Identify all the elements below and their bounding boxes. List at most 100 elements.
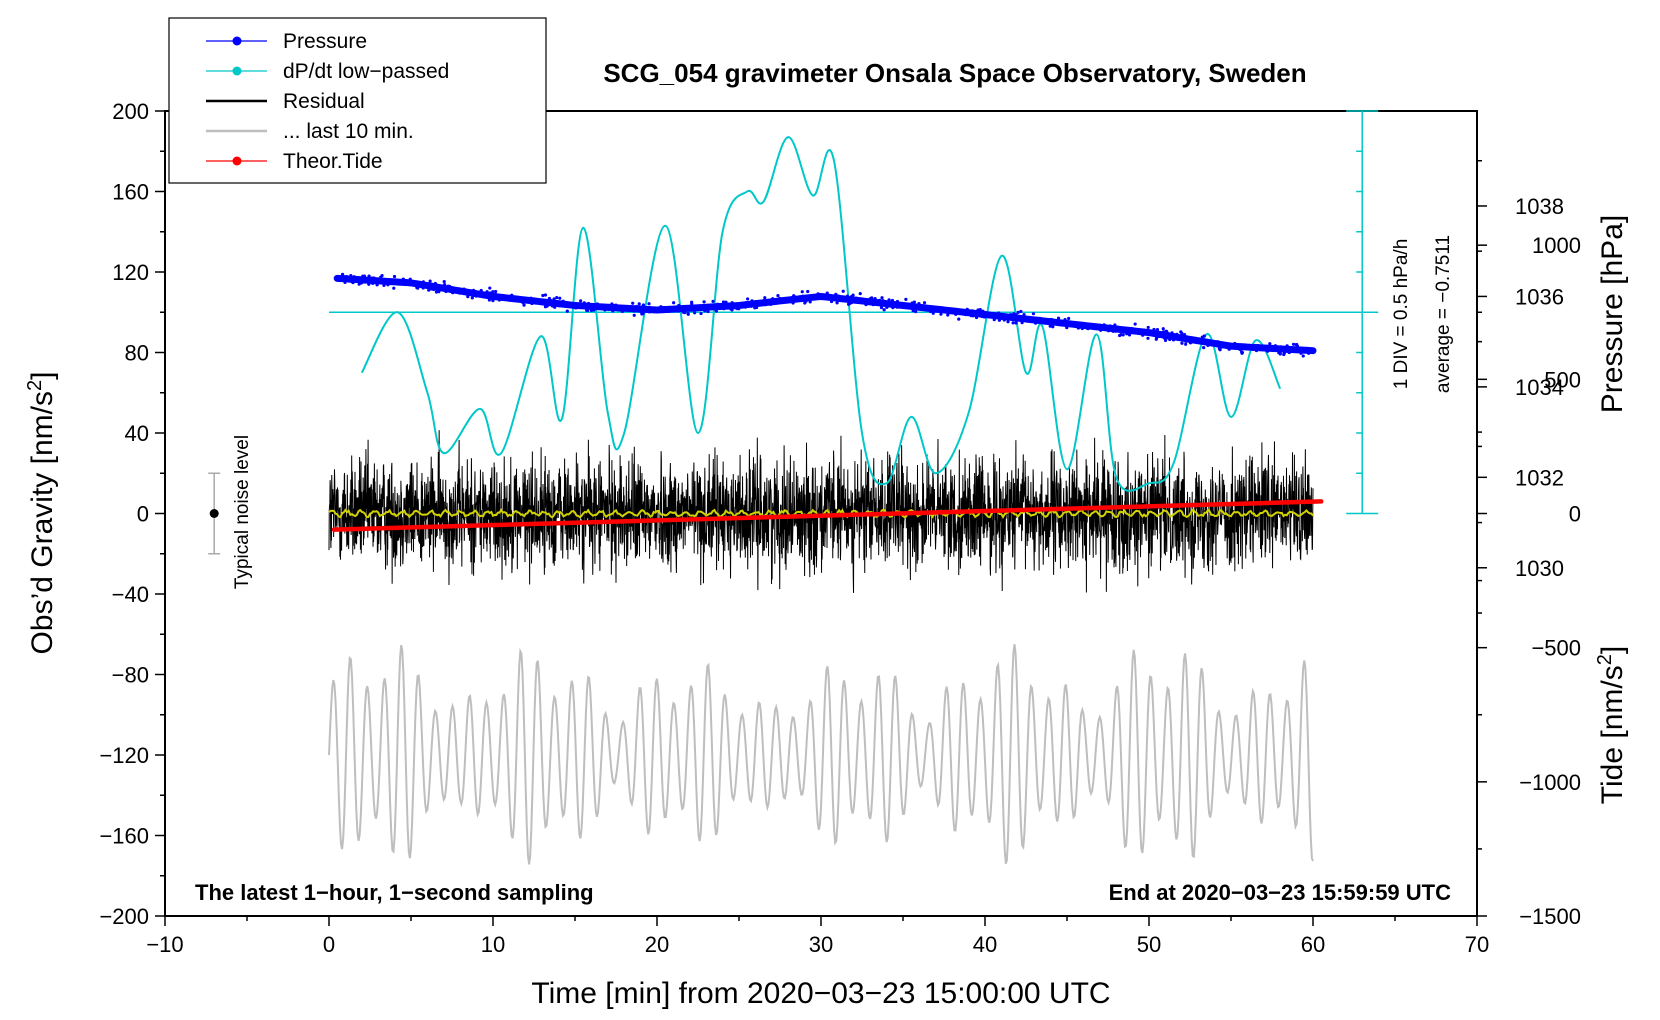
pressure-point — [1124, 328, 1128, 332]
pressure-point — [928, 309, 933, 314]
pressure-point — [466, 295, 470, 299]
pressure-point — [891, 302, 895, 306]
pressure-point — [721, 300, 726, 304]
pressure-point — [480, 292, 485, 296]
pressure-point — [442, 279, 446, 284]
pressure-point — [1063, 318, 1067, 322]
pressure-point — [390, 281, 394, 285]
noise-level-label: Typical noise level — [232, 435, 253, 589]
y-tick-label: −40 — [112, 582, 149, 607]
pressure-point — [1175, 332, 1179, 336]
theor-tide-line — [331, 499, 1324, 532]
pressure-point — [1065, 324, 1069, 328]
pressure-point — [625, 305, 629, 309]
pressure-point — [880, 296, 884, 300]
y-tick-label: 200 — [112, 99, 149, 124]
pressure-point — [491, 290, 495, 294]
pressure-point — [891, 305, 895, 309]
pressure-point — [1146, 336, 1150, 340]
pressure-point — [730, 308, 734, 312]
pressure-point — [911, 308, 915, 313]
pressure-point — [851, 293, 855, 297]
pressure-point — [791, 301, 795, 305]
pressure-point — [845, 294, 850, 298]
pressure-point — [1161, 327, 1165, 331]
pressure-point — [904, 297, 908, 301]
pressure-tick-label: 1034 — [1515, 375, 1564, 400]
pressure-point — [565, 309, 569, 313]
pressure-point — [895, 299, 900, 304]
pressure-point — [637, 306, 642, 310]
pressure-point — [680, 307, 684, 311]
pressure-point — [561, 299, 565, 303]
pressure-point — [521, 300, 525, 305]
pressure-point — [1039, 316, 1043, 321]
pressure-point — [379, 275, 383, 279]
noise-center-dot — [209, 509, 219, 518]
pressure-point — [713, 304, 718, 308]
pressure-point — [1197, 337, 1202, 341]
pressure-point — [428, 279, 432, 283]
legend-label: dP/dt low−passed — [283, 60, 449, 83]
pressure-point — [586, 308, 590, 313]
pressure-point — [854, 296, 858, 300]
pressure-point — [1162, 336, 1166, 340]
pressure-point — [367, 274, 371, 278]
pressure-point — [948, 308, 952, 312]
pressure-point — [596, 306, 601, 310]
legend-item: Pressure — [206, 30, 367, 53]
pressure-point — [1085, 326, 1089, 330]
pressure-point — [869, 302, 873, 306]
pressure-point — [651, 306, 655, 310]
pressure-point — [494, 289, 498, 294]
pressure-point — [743, 305, 748, 309]
pressure-point — [978, 313, 982, 317]
pressure-point — [552, 297, 556, 301]
legend-swatch-dot — [232, 36, 242, 46]
pressure-point — [685, 308, 689, 312]
x-tick-label: 70 — [1465, 932, 1489, 957]
pressure-point — [438, 285, 442, 289]
pressure-series — [333, 272, 1317, 358]
pressure-tick-label: 1032 — [1515, 465, 1564, 490]
pressure-point — [981, 309, 985, 313]
pressure-point — [1009, 313, 1013, 317]
pressure-point — [1240, 351, 1244, 355]
pressure-point — [586, 301, 591, 306]
pressure-point — [1285, 344, 1289, 348]
pressure-point — [655, 308, 660, 312]
pressure-point — [392, 286, 396, 290]
pressure-point — [1202, 334, 1206, 338]
pressure-point — [513, 295, 518, 299]
pressure-point — [375, 283, 379, 287]
pressure-point — [825, 291, 829, 295]
pressure-point — [1308, 348, 1312, 352]
pressure-point — [930, 307, 934, 311]
pressure-point — [386, 283, 390, 287]
pressure-point — [516, 299, 520, 303]
pressure-point — [488, 286, 492, 290]
pressure-point — [1102, 323, 1106, 327]
sampling-note: The latest 1−hour, 1−second sampling — [195, 880, 594, 905]
pressure-point — [1119, 333, 1123, 337]
pressure-point — [806, 294, 811, 298]
tide-axis-title: Tide [nm/s2] — [1594, 646, 1629, 804]
x-tick-label: 40 — [973, 932, 997, 957]
pressure-point — [887, 298, 891, 302]
pressure-point — [1282, 352, 1286, 357]
pressure-point — [432, 287, 436, 292]
pressure-point — [699, 311, 703, 316]
pressure-point — [1022, 312, 1026, 317]
pressure-point — [423, 282, 427, 286]
pressure-point — [466, 290, 470, 295]
pressure-point — [879, 306, 884, 310]
pressure-point — [971, 314, 975, 318]
pressure-point — [1049, 321, 1054, 325]
y-axis-gravity: −200 −160 −120 −80 −40 0 40 80 120 160 200 — [99, 99, 165, 929]
pressure-point — [1000, 314, 1005, 318]
pressure-point — [1092, 324, 1096, 328]
pressure-point — [739, 302, 743, 306]
pressure-point — [1206, 343, 1210, 348]
pressure-point — [895, 302, 899, 306]
tide-tick-label: −1000 — [1519, 770, 1581, 795]
